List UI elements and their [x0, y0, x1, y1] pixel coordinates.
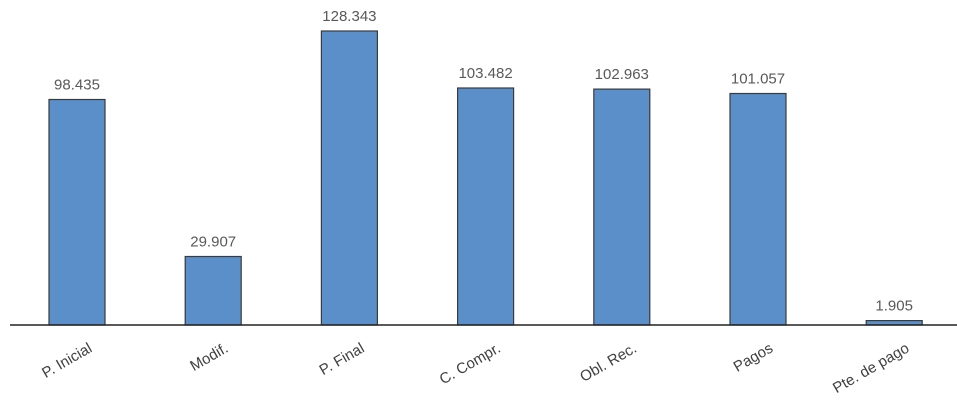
x-tick-label-6: Pte. de pago [830, 340, 912, 397]
x-tick-label-5: Pagos [731, 340, 776, 376]
data-label-0: 98.435 [54, 77, 100, 94]
x-tick-label-1: Modif. [187, 340, 231, 375]
bar-3 [457, 87, 515, 326]
bar-0 [48, 98, 106, 326]
data-label-4: 102.963 [595, 66, 649, 83]
bars-group [48, 30, 923, 326]
data-labels-group: 98.435 29.907 128.343 103.482 102.963 101.057… [54, 8, 913, 315]
x-tick-label-4: Obl. Rec. [577, 340, 640, 386]
bar-2 [320, 30, 378, 326]
x-tick-label-0: P. Inicial [39, 340, 95, 382]
x-tick-labels-group: P. Inicial Modif. P. Final C. Compr. Obl. Re… [39, 340, 912, 397]
data-label-6: 1.905 [875, 298, 913, 315]
data-label-3: 103.482 [458, 65, 512, 82]
x-tick-label-2: P. Final [317, 340, 368, 379]
bar-5 [729, 92, 787, 326]
data-label-2: 128.343 [322, 8, 376, 25]
bar-1 [184, 255, 242, 326]
x-tick-label-3: C. Compr. [437, 340, 504, 388]
bar-4 [593, 88, 651, 326]
data-label-5: 101.057 [731, 71, 785, 88]
data-label-1: 29.907 [190, 234, 236, 251]
